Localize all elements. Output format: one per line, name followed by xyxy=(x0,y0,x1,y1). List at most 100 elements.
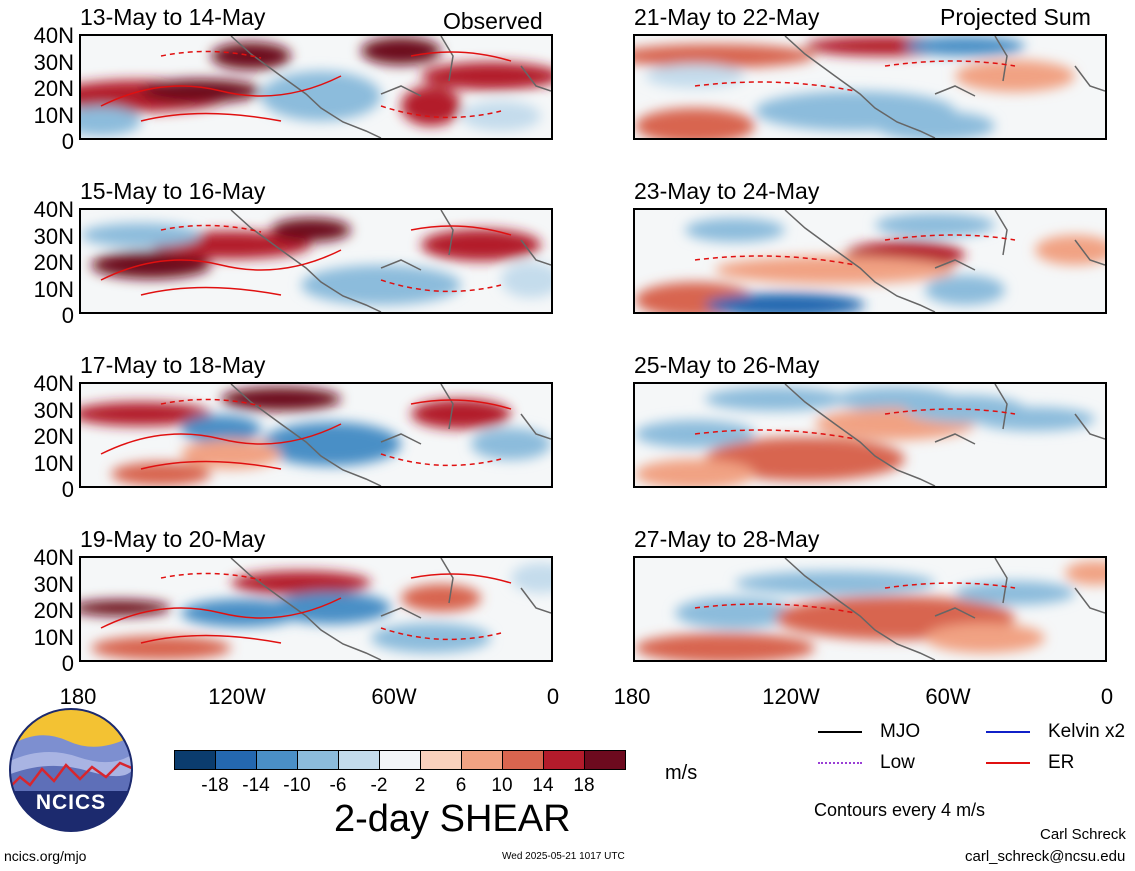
legend-label: Low xyxy=(880,752,915,773)
shear-anomaly-area xyxy=(81,600,171,616)
colorbar-cell xyxy=(461,750,503,770)
footer-author: Carl Schreck xyxy=(1040,826,1126,843)
y-tick-label: 0 xyxy=(61,651,74,676)
legend-label: MJO xyxy=(880,721,921,742)
legend-label: Kelvin x2 xyxy=(1048,721,1126,742)
er-contour-negative xyxy=(694,582,1016,614)
colorbar-cell xyxy=(543,750,585,770)
shear-anomaly-area xyxy=(875,111,995,138)
x-tick-label: 60W xyxy=(371,684,417,709)
shear-map xyxy=(633,556,1107,662)
panel-date: 15-May to 16-May xyxy=(80,178,266,204)
shear-anomaly-area xyxy=(401,584,481,612)
coastline xyxy=(784,558,1105,660)
shear-anomaly-area xyxy=(1035,235,1105,265)
shear-anomaly-area xyxy=(955,60,1075,92)
legend-line xyxy=(818,731,862,733)
legend-line xyxy=(986,731,1030,733)
panel-date: 27-May to 28-May xyxy=(634,526,820,552)
colorbar-label: 10 xyxy=(491,775,513,796)
shear-anomaly-area xyxy=(261,71,381,121)
coastline xyxy=(784,36,1105,138)
er-contour-negative xyxy=(160,572,502,641)
er-contour-negative xyxy=(160,398,502,467)
colorbar-label: -10 xyxy=(283,775,311,796)
y-tick-label: 40N xyxy=(33,371,74,396)
shear-anomaly-area xyxy=(925,275,1005,305)
shear-anomaly-area xyxy=(81,223,201,247)
colorbar-label: -18 xyxy=(201,775,229,796)
panel-tag: Projected Sum xyxy=(940,4,1091,30)
shear-anomaly-area xyxy=(271,592,391,624)
x-tick-label: 180 xyxy=(59,684,97,709)
colorbar-cell xyxy=(297,750,339,770)
colorbar-cell xyxy=(502,750,544,770)
shear-anomaly-area xyxy=(675,597,795,629)
colorbar-cell xyxy=(215,750,257,770)
coastline xyxy=(784,210,1105,312)
er-contour xyxy=(100,225,512,296)
shear-map xyxy=(79,34,553,140)
er-contour-negative xyxy=(160,224,502,293)
shear-map xyxy=(79,556,553,662)
shear-anomaly-area xyxy=(461,101,541,131)
colorbar-label: 14 xyxy=(532,775,554,796)
shear-anomaly-area xyxy=(955,581,1075,605)
colorbar-cell xyxy=(420,750,462,770)
panel-date: 17-May to 18-May xyxy=(80,352,266,378)
coastline xyxy=(230,558,551,660)
coastline xyxy=(230,36,551,138)
legend-line xyxy=(986,762,1030,764)
shear-anomaly-area xyxy=(221,387,341,411)
er-contour xyxy=(100,51,512,122)
y-tick-label: 10N xyxy=(33,102,74,128)
shear-anomaly-area xyxy=(141,79,261,103)
y-tick-label: 30N xyxy=(33,571,74,597)
y-tick-label: 10N xyxy=(33,450,74,476)
shear-anomaly-area xyxy=(411,399,511,429)
coastline xyxy=(230,384,551,486)
shear-anomaly-area xyxy=(705,437,905,481)
panel-date: 19-May to 20-May xyxy=(80,526,266,552)
x-tick-label: 60W xyxy=(925,684,971,709)
y-tick-label: 40N xyxy=(33,197,74,222)
x-tick-label: 120W xyxy=(208,684,266,709)
shear-map xyxy=(79,382,553,488)
shear-anomaly-area xyxy=(735,571,935,595)
shear-anomaly-area xyxy=(421,62,551,90)
shear-map xyxy=(633,34,1107,140)
colorbar-label: -2 xyxy=(370,775,388,796)
shear-anomaly-area xyxy=(645,64,745,88)
er-contour xyxy=(100,399,512,470)
footer-email[interactable]: carl_schreck@ncsu.edu xyxy=(965,848,1126,865)
figure-title: 2-day SHEAR xyxy=(334,798,571,840)
y-tick-label: 20N xyxy=(33,598,74,623)
colorbar-label: 18 xyxy=(573,775,595,796)
shear-anomaly-area xyxy=(905,36,1025,56)
shear-anomaly-area xyxy=(421,229,541,261)
shear-anomaly-area xyxy=(635,44,815,68)
contour-note: Contours every 4 m/s xyxy=(814,800,986,820)
shear-anomaly-area xyxy=(705,293,865,312)
y-tick-label: 10N xyxy=(33,276,74,302)
colorbar-cell xyxy=(174,750,216,770)
panel-date: 13-May to 14-May xyxy=(80,4,266,30)
panel-date: 25-May to 26-May xyxy=(634,352,820,378)
x-tick-label: 180 xyxy=(613,684,651,709)
colorbar-cell xyxy=(256,750,298,770)
er-contour-negative xyxy=(160,50,502,119)
shear-anomaly-area xyxy=(371,623,491,653)
legend-line xyxy=(818,762,862,764)
footer-timestamp: Wed 2025-05-21 1017 UTC xyxy=(502,851,625,862)
y-tick-label: 20N xyxy=(33,76,74,101)
panel-tag: Observed xyxy=(443,8,543,34)
shear-anomaly-area xyxy=(261,422,401,466)
er-contour-negative xyxy=(694,60,1016,92)
x-tick-label: 120W xyxy=(762,684,820,709)
shear-map xyxy=(633,382,1107,488)
shear-anomaly-area xyxy=(875,213,995,237)
logo-text: NCICS xyxy=(35,791,107,814)
shear-anomaly-area xyxy=(231,571,371,595)
shear-anomaly-area xyxy=(81,402,211,426)
footer-url[interactable]: ncics.org/mjo xyxy=(4,848,87,864)
